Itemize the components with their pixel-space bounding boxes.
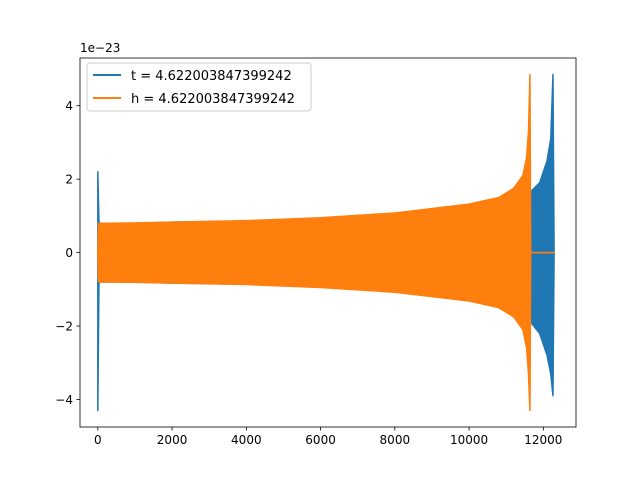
x-tick-label: 4000 bbox=[231, 433, 262, 447]
x-tick-label: 0 bbox=[94, 433, 102, 447]
legend-box bbox=[86, 62, 312, 112]
x-tick-label: 6000 bbox=[305, 433, 336, 447]
x-tick-label: 10000 bbox=[450, 433, 488, 447]
y-tick-label: 4 bbox=[65, 99, 73, 113]
legend-label-h: h = 4.622003847399242 bbox=[131, 92, 295, 107]
y-tick-label: 2 bbox=[65, 173, 73, 187]
y-tick-label: −2 bbox=[55, 320, 73, 334]
y-tick-label: −4 bbox=[55, 393, 73, 407]
x-tick-label: 2000 bbox=[157, 433, 188, 447]
legend-label-t: t = 4.622003847399242 bbox=[131, 69, 292, 84]
x-tick-label: 12000 bbox=[524, 433, 562, 447]
y-tick-label: 0 bbox=[65, 246, 73, 260]
x-tick-label: 8000 bbox=[380, 433, 411, 447]
legend: t = 4.622003847399242 h = 4.622003847399… bbox=[86, 62, 312, 112]
series-h bbox=[97, 73, 556, 412]
plot-frame bbox=[79, 57, 577, 428]
y-offset-label: 1e−23 bbox=[80, 41, 120, 55]
